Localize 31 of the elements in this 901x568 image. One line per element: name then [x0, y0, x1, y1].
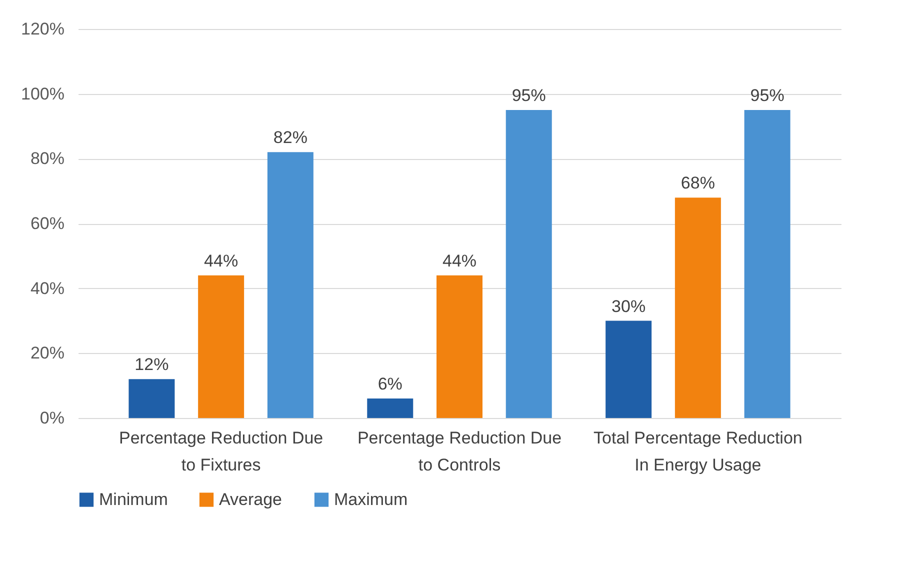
bar: [674, 198, 721, 418]
data-label: 68%: [680, 174, 715, 193]
data-label: 12%: [134, 355, 169, 374]
y-tick-label: 20%: [30, 344, 64, 363]
y-tick-label: 80%: [30, 149, 64, 168]
x-tick-label: Percentage Reduction Due to Fixtures: [118, 428, 324, 474]
bar: [267, 152, 314, 418]
bar: [506, 110, 552, 418]
bar: [436, 275, 482, 418]
data-label: 82%: [273, 128, 308, 148]
x-tick-label: Total Percentage Reduction In Energy Usage: [594, 428, 802, 474]
data-label: 95%: [512, 86, 546, 106]
bar: [744, 110, 790, 418]
bar: [198, 275, 244, 418]
data-label: 6%: [378, 374, 402, 394]
data-label: 95%: [750, 86, 784, 106]
data-label: 44%: [204, 251, 238, 270]
data-label: 44%: [442, 251, 477, 270]
y-tick-label: 60%: [30, 214, 64, 233]
data-label: 30%: [612, 296, 646, 316]
legend-label: Minimum: [99, 490, 168, 509]
legend-label: Maximum: [334, 490, 408, 509]
legend-label: Average: [219, 490, 282, 509]
bar: [128, 379, 175, 418]
y-tick-label: 40%: [30, 278, 64, 298]
bar: [367, 398, 414, 418]
y-tick-label: 0%: [40, 408, 64, 428]
x-tick-label: Percentage Reduction Due to Controls: [357, 428, 562, 474]
y-tick-label: 100%: [21, 84, 64, 104]
y-tick-label: 120%: [21, 20, 64, 38]
bar: [606, 320, 652, 418]
